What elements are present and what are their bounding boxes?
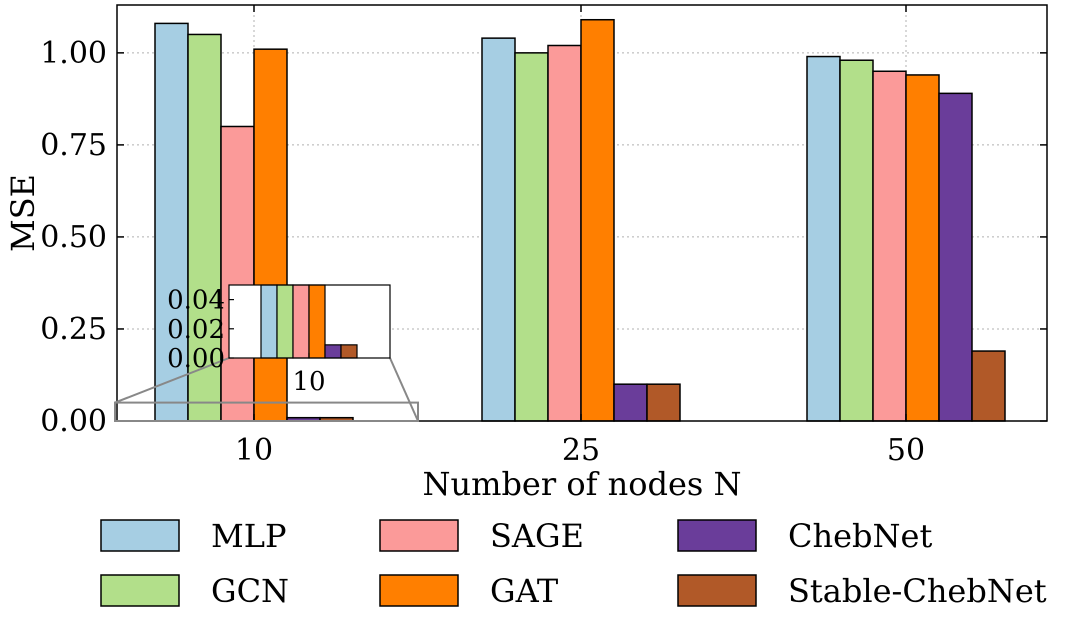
x-axis-label: Number of nodes N bbox=[422, 465, 741, 503]
zoom-connector-right bbox=[389, 357, 419, 422]
legend-swatch-gcn bbox=[100, 574, 180, 607]
bar-chebnet-50 bbox=[938, 92, 973, 422]
bar-gcn-25 bbox=[514, 52, 549, 422]
legend-label-stable-chebnet: Stable-ChebNet bbox=[788, 572, 1047, 610]
legend-label-mlp: MLP bbox=[211, 517, 287, 555]
inset-bar-gat bbox=[308, 284, 326, 359]
x-ticks: 10 25 50 bbox=[235, 5, 925, 468]
bar-gat-10 bbox=[253, 48, 288, 422]
bar-gcn-50 bbox=[839, 59, 874, 422]
legend-label-gat: GAT bbox=[490, 572, 559, 610]
legend-item-gcn: GCN bbox=[100, 572, 289, 610]
bar-gat-50 bbox=[905, 74, 940, 422]
legend-swatch-gat bbox=[379, 574, 459, 607]
bar-sage-10 bbox=[220, 125, 255, 422]
inset-y-tick-label-0.02: 0.02 bbox=[167, 315, 225, 345]
y-tick-label-0.25: 0.25 bbox=[40, 312, 107, 347]
legend-item-sage: SAGE bbox=[379, 517, 584, 555]
legend-swatch-mlp bbox=[100, 519, 180, 552]
legend-item-gat: GAT bbox=[379, 572, 559, 610]
inset-bar-chebnet bbox=[324, 344, 342, 359]
bar-mlp-50 bbox=[806, 55, 841, 422]
legend-label-chebnet: ChebNet bbox=[788, 517, 932, 555]
inset-bar-sage bbox=[292, 284, 310, 359]
bar-stable-chebnet-25 bbox=[646, 383, 681, 422]
plot-frame bbox=[116, 4, 1048, 422]
inset-bar-mlp bbox=[260, 284, 278, 359]
bar-sage-50 bbox=[872, 70, 907, 422]
bar-stable-chebnet-50 bbox=[971, 350, 1006, 422]
x-tick-label-50: 50 bbox=[887, 433, 925, 468]
zoom-region-box bbox=[114, 401, 419, 423]
y-axis-label: MSE bbox=[4, 174, 42, 252]
inset-bar-stable-chebnet bbox=[340, 344, 358, 359]
y-tick-label-0.00: 0.00 bbox=[40, 404, 107, 439]
legend-swatch-sage bbox=[379, 519, 459, 552]
x-tick-label-25: 25 bbox=[562, 433, 600, 468]
y-tick-label-1.00: 1.00 bbox=[40, 36, 107, 71]
legend: MLP GCN SAGE GAT ChebNet Stable-ChebNet bbox=[100, 517, 1047, 610]
bar-gat-25 bbox=[580, 18, 615, 422]
zoom-connector-left bbox=[114, 357, 230, 404]
inset-bar-gcn bbox=[276, 284, 294, 359]
legend-label-gcn: GCN bbox=[211, 572, 289, 610]
legend-label-sage: SAGE bbox=[490, 517, 584, 555]
x-tick-label-10: 10 bbox=[235, 433, 273, 468]
legend-swatch-stable-chebnet bbox=[677, 574, 757, 607]
inset-zoom: 0.000.020.04 10 bbox=[114, 284, 419, 423]
inset-x-tick-label: 10 bbox=[292, 367, 325, 397]
bar-sage-25 bbox=[547, 44, 582, 422]
y-tick-label-0.50: 0.50 bbox=[40, 220, 107, 255]
legend-item-mlp: MLP bbox=[100, 517, 287, 555]
bar-mlp-25 bbox=[481, 37, 516, 422]
y-ticks: 0.00 0.25 0.50 0.75 1.00 bbox=[40, 36, 1047, 439]
inset-y-tick-label-0.00: 0.00 bbox=[167, 344, 225, 374]
bars bbox=[154, 18, 1006, 422]
y-tick-label-0.75: 0.75 bbox=[40, 128, 107, 163]
bar-chebnet-25 bbox=[613, 383, 648, 422]
inset-y-tick-label-0.04: 0.04 bbox=[167, 286, 225, 316]
legend-item-chebnet: ChebNet bbox=[677, 517, 932, 555]
legend-swatch-chebnet bbox=[677, 519, 757, 552]
legend-item-stable-chebnet: Stable-ChebNet bbox=[677, 572, 1047, 610]
